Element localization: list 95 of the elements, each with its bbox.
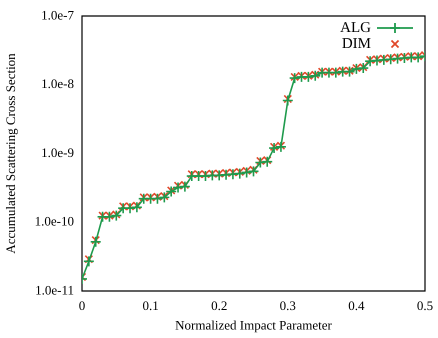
point: [152, 192, 164, 205]
point: [384, 53, 396, 66]
point: [302, 71, 314, 83]
point: [398, 52, 410, 64]
y-tick-label: 1.0e-9: [41, 144, 74, 160]
point: [228, 168, 238, 177]
point: [262, 156, 272, 164]
point: [214, 169, 224, 178]
point: [392, 52, 404, 64]
point: [276, 141, 286, 150]
point: [242, 166, 251, 176]
point: [208, 169, 217, 178]
x-tick-label: 0.2: [211, 298, 228, 314]
point: [124, 202, 136, 214]
point: [378, 54, 390, 66]
point: [371, 54, 383, 66]
point: [268, 142, 280, 154]
point: [400, 52, 409, 62]
point: [309, 70, 322, 82]
point: [290, 72, 299, 82]
point: [352, 64, 361, 72]
point: [213, 170, 225, 182]
point: [304, 71, 313, 80]
point: [112, 210, 121, 219]
point: [288, 72, 300, 84]
point: [297, 71, 306, 80]
y-tick-label: 1.0e-7: [41, 7, 74, 22]
point: [98, 211, 107, 220]
y-tick-label: 1.0e-11: [35, 282, 74, 298]
point: [90, 236, 102, 248]
point: [406, 52, 416, 61]
point: [227, 168, 239, 180]
point: [324, 67, 334, 76]
point: [275, 141, 287, 153]
point: [310, 70, 320, 80]
point: [105, 211, 114, 220]
point: [118, 202, 128, 211]
point: [256, 156, 265, 166]
point: [380, 54, 388, 63]
point: [240, 166, 252, 178]
point: [261, 156, 274, 168]
legend-label: DIM: [342, 36, 371, 52]
point: [350, 63, 362, 75]
point: [412, 52, 424, 64]
point: [126, 202, 134, 211]
point: [282, 94, 294, 106]
point: [153, 192, 162, 202]
point: [84, 254, 94, 264]
x-axis-title: Normalized Impact Parameter: [175, 318, 332, 333]
point: [158, 192, 170, 204]
legend-label: ALG: [340, 20, 372, 36]
point: [235, 168, 244, 176]
point: [83, 256, 95, 268]
point: [414, 52, 422, 61]
point: [222, 168, 230, 178]
point: [131, 202, 143, 214]
point: [160, 192, 169, 200]
x-tick-label: 0.3: [280, 298, 296, 314]
point: [194, 170, 203, 179]
x-tick-label: 0.1: [142, 298, 159, 314]
point: [110, 210, 122, 222]
point: [174, 181, 182, 190]
y-tick-label: 1.0e-8: [41, 76, 74, 92]
point: [132, 201, 142, 210]
point: [139, 193, 148, 202]
point: [331, 67, 340, 76]
x-tick-label: 0: [78, 298, 86, 314]
point: [248, 166, 260, 178]
point: [366, 56, 374, 64]
point: [200, 170, 212, 182]
y-axis-title: Accumulated Scattering Cross Section: [3, 52, 18, 254]
point: [220, 169, 232, 181]
point: [386, 54, 396, 62]
point: [270, 142, 278, 152]
point: [187, 170, 196, 179]
point: [330, 66, 342, 78]
point: [201, 170, 210, 179]
point: [104, 211, 116, 223]
point: [180, 180, 190, 190]
point: [234, 168, 246, 180]
point: [146, 193, 155, 202]
point: [179, 180, 191, 192]
point: [318, 67, 326, 76]
point: [372, 54, 382, 64]
point: [91, 236, 100, 244]
y-tick-label: 1.0e-10: [34, 214, 74, 229]
point: [254, 156, 266, 168]
point: [165, 186, 177, 198]
point: [166, 186, 176, 195]
x-tick-label: 0.4: [348, 298, 366, 314]
point: [364, 55, 376, 68]
x-tick-label: 0.5: [416, 298, 434, 314]
point: [393, 53, 402, 62]
point: [283, 94, 292, 104]
point: [172, 182, 184, 194]
